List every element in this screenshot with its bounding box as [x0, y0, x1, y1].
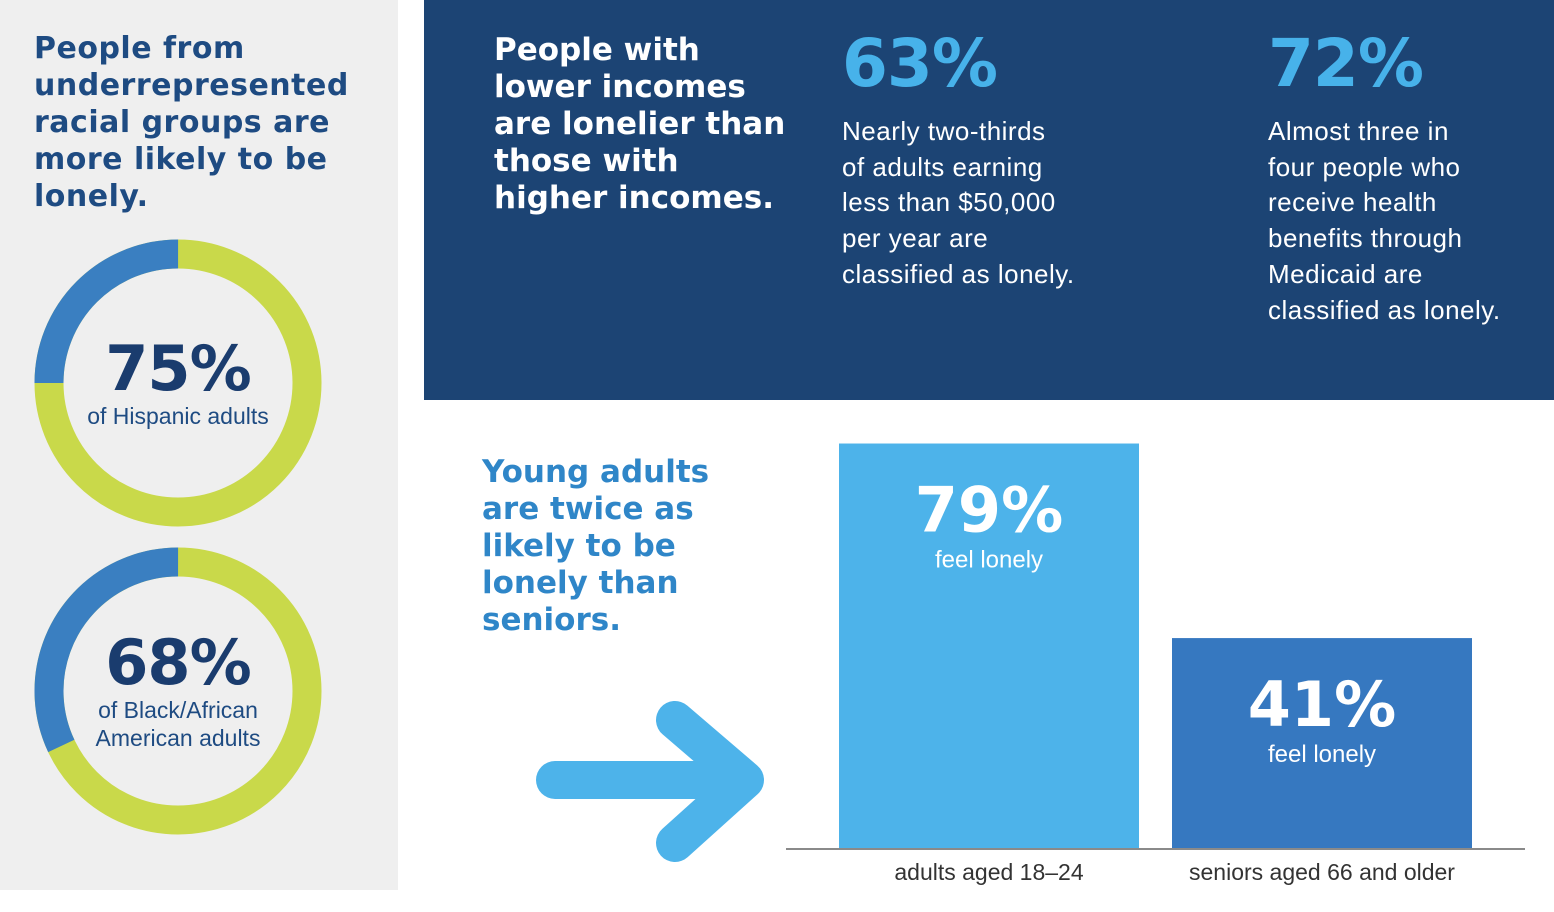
- stat-63-line: per year are: [842, 223, 989, 254]
- hispanic-donut-chart: 75% of Hispanic adults: [34, 239, 322, 527]
- hispanic-percent: 75%: [105, 332, 251, 405]
- bar-seniors: [1172, 638, 1472, 848]
- right-arrow-icon: [536, 701, 764, 862]
- stat-63-line: less than $50,000: [842, 187, 1056, 218]
- stat-63-line: classified as lonely.: [842, 258, 1075, 289]
- black-african-american-percent: 68%: [105, 626, 251, 699]
- racial-groups-panel: People from underrepresented racial grou…: [0, 0, 398, 890]
- stat-72-block: 72% Almost three in four people who rece…: [1268, 28, 1501, 328]
- stat-72-value: 72%: [1268, 25, 1424, 102]
- black-african-american-donut-chart: 68% of Black/African American adults: [34, 547, 322, 835]
- stat-63-block: 63% Nearly two-thirds of adults earning …: [842, 28, 1075, 293]
- stat-72-line: four people who: [1268, 151, 1461, 182]
- stat-72-line: Medicaid are: [1268, 258, 1423, 289]
- bar-value-label: 79%: [915, 474, 1063, 547]
- stat-72-line: benefits through: [1268, 223, 1463, 254]
- stat-72-line: receive health: [1268, 187, 1437, 218]
- stat-72-line: Almost three in: [1268, 116, 1449, 146]
- hispanic-label: of Hispanic adults: [87, 403, 269, 429]
- bar-sublabel: feel lonely: [935, 547, 1043, 574]
- income-heading: People with lower incomes are lonelier t…: [494, 32, 786, 216]
- stat-72-description: Almost three in four people who receive …: [1268, 114, 1501, 328]
- income-panel: People with lower incomes are lonelier t…: [424, 0, 1554, 400]
- stat-63-description: Nearly two-thirds of adults earning less…: [842, 114, 1075, 293]
- bar-value-label: 41%: [1248, 668, 1396, 741]
- category-label: adults aged 18–24: [894, 859, 1083, 885]
- black-african-american-donut-ring: [34, 547, 322, 835]
- hispanic-donut-ring: [34, 239, 322, 527]
- black-african-american-label: of Black/African American adults: [95, 697, 261, 751]
- category-label: seniors aged 66 and older: [1189, 859, 1455, 885]
- stat-72-line: classified as lonely.: [1268, 294, 1501, 325]
- bar-young-adults: [839, 443, 1139, 848]
- bar-sublabel: feel lonely: [1268, 741, 1376, 768]
- stat-63-line: Nearly two-thirds: [842, 116, 1046, 146]
- racial-groups-heading: People from underrepresented racial grou…: [34, 31, 349, 214]
- stat-63-value: 63%: [842, 25, 998, 102]
- stat-63-line: of adults earning: [842, 151, 1043, 182]
- young-adults-heading: Young adults are twice as likely to be l…: [482, 454, 710, 638]
